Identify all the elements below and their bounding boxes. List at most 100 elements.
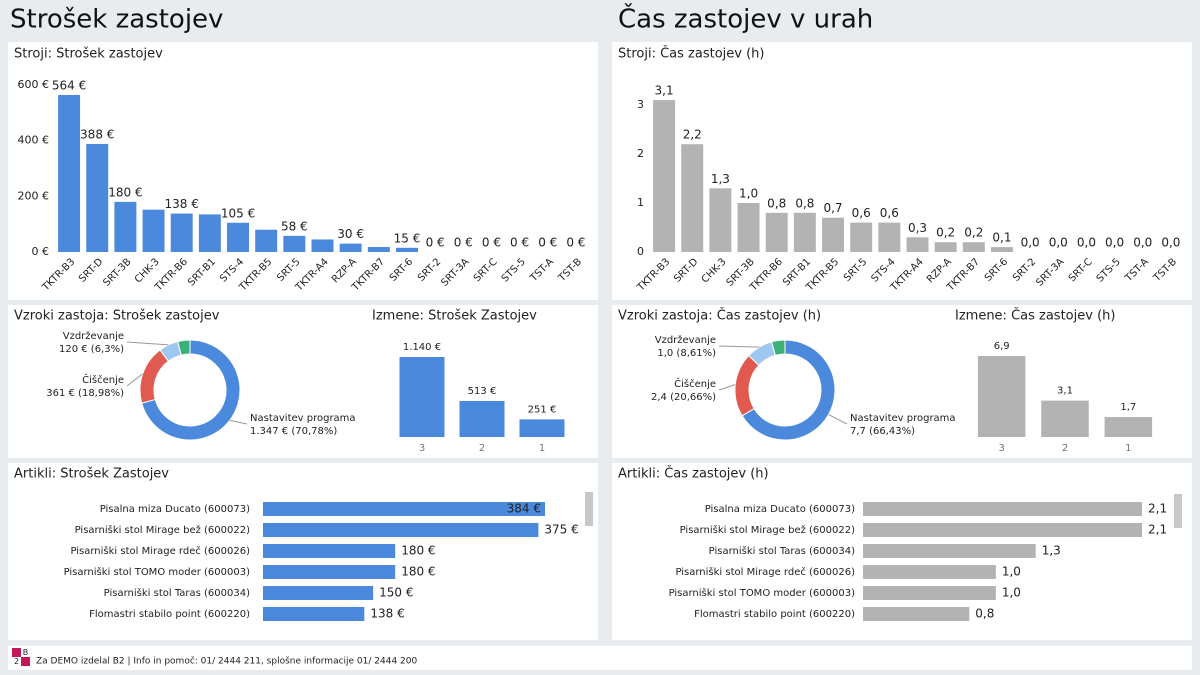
chart-title: Artikli: Čas zastojev (h): [618, 466, 769, 482]
value-label: 105 €: [221, 206, 255, 220]
bar: [142, 209, 165, 252]
bar: [519, 419, 565, 437]
bar: [906, 237, 929, 252]
slice-value: 1,0 (8,61%): [657, 348, 716, 359]
bar: [793, 212, 816, 252]
donut-slice: [141, 339, 241, 441]
value-label: 388 €: [80, 127, 114, 141]
slice-label: Čiščenje: [82, 373, 124, 386]
value-label: 0,0: [1049, 236, 1068, 250]
bar: [170, 213, 193, 252]
category-label: Pisarniški stol TOMO moder (600003): [669, 587, 856, 599]
donut-slice: [771, 339, 786, 356]
bar: [58, 94, 81, 252]
value-label: 513 €: [468, 386, 497, 397]
bar: [863, 523, 1142, 537]
y-tick-label: 600 €: [18, 78, 50, 91]
bar: [850, 222, 873, 252]
bar: [227, 222, 250, 252]
bar: [255, 229, 278, 252]
slice-label: Nastavitev programa: [850, 413, 956, 424]
value-label: 30 €: [337, 227, 364, 241]
panel: [612, 42, 1192, 300]
bar: [765, 212, 788, 252]
value-label: 180 €: [401, 544, 435, 558]
bar: [1041, 400, 1089, 437]
bar: [395, 247, 418, 252]
value-label: 375 €: [544, 523, 578, 537]
bar: [86, 143, 109, 252]
value-label: 0,6: [852, 206, 871, 220]
bar: [863, 544, 1036, 558]
chart-title: Vzroki zastoja: Strošek zastojev: [14, 309, 220, 324]
category-label: Pisarniški stol Mirage bež (600022): [680, 524, 855, 536]
x-tick-label: 1: [539, 443, 545, 454]
bar: [709, 188, 732, 252]
slice-value: 7,7 (66,43%): [850, 426, 915, 437]
heading: Čas zastojev v urah: [618, 3, 873, 35]
value-label: 0,8: [975, 607, 994, 621]
bar: [459, 401, 505, 437]
value-label: 251 €: [528, 404, 557, 415]
chart-title: Stroji: Čas zastojev (h): [618, 46, 764, 62]
slice-label: Vzdrževanje: [63, 330, 124, 342]
value-label: 0,7: [823, 201, 842, 215]
y-tick-label: 3: [637, 98, 644, 111]
chart-title: Izmene: Čas zastojev (h): [955, 308, 1115, 324]
x-tick-label: 2: [479, 443, 485, 454]
value-label: 0,0: [1021, 236, 1040, 250]
category-label: Pisalna miza Ducato (600073): [100, 504, 250, 515]
y-tick-label: 1: [637, 196, 644, 209]
y-tick-label: 2: [637, 147, 644, 160]
value-label: 0 €: [566, 236, 585, 250]
bar: [198, 214, 221, 252]
bar: [339, 243, 362, 252]
slice-label: Vzdrževanje: [655, 334, 716, 346]
leader-line: [126, 341, 169, 346]
category-label: Pisarniški stol Taras (600034): [709, 545, 855, 557]
heading: Strošek zastojev: [10, 5, 223, 35]
value-label: 0,0: [1161, 236, 1180, 250]
value-label: 138 €: [370, 607, 404, 621]
value-label: 0,3: [908, 221, 927, 235]
category-label: Flomastri stabilo point (600220): [89, 609, 250, 620]
slice-label: Čiščenje: [674, 377, 716, 390]
bar: [863, 502, 1142, 516]
scrollbar[interactable]: [585, 492, 593, 526]
bar: [863, 586, 996, 600]
logo-square: [21, 657, 30, 666]
value-label: 384 €: [507, 502, 541, 516]
category-label: Pisarniški stol TOMO moder (600003): [64, 566, 251, 578]
bar: [1104, 417, 1153, 437]
value-label: 0,0: [1105, 236, 1124, 250]
slice-label: Nastavitev programa: [250, 413, 356, 424]
bar: [681, 144, 704, 252]
donut-slice: [741, 339, 836, 441]
bar: [399, 357, 445, 437]
bar: [878, 222, 901, 252]
bar: [263, 544, 396, 558]
slice-value: 120 € (6,3%): [59, 344, 124, 355]
value-label: 1.140 €: [403, 342, 441, 353]
bar: [283, 235, 306, 252]
bar: [863, 607, 970, 621]
value-label: 0,0: [1133, 236, 1152, 250]
value-label: 0 €: [454, 236, 473, 250]
value-label: 0 €: [482, 236, 501, 250]
category-label: Pisarniški stol Taras (600034): [104, 587, 250, 599]
chart-title: Stroji: Strošek zastojev: [14, 47, 163, 62]
panel: [612, 305, 1192, 458]
y-tick-label: 200 €: [18, 189, 50, 202]
footer-text: Za DEMO izdelal B2 | Info in pomoč: 01/ …: [36, 656, 417, 667]
bar: [990, 247, 1013, 252]
bar: [263, 586, 374, 600]
leader-line: [828, 414, 848, 425]
value-label: 0,1: [992, 231, 1011, 245]
value-label: 0 €: [510, 236, 529, 250]
logo-text: 2: [14, 657, 19, 666]
leader-line: [126, 373, 144, 387]
bar: [367, 246, 390, 252]
value-label: 138 €: [165, 197, 199, 211]
category-label: Pisarniški stol Mirage rdeč (600026): [675, 566, 855, 578]
scrollbar[interactable]: [1174, 494, 1182, 528]
